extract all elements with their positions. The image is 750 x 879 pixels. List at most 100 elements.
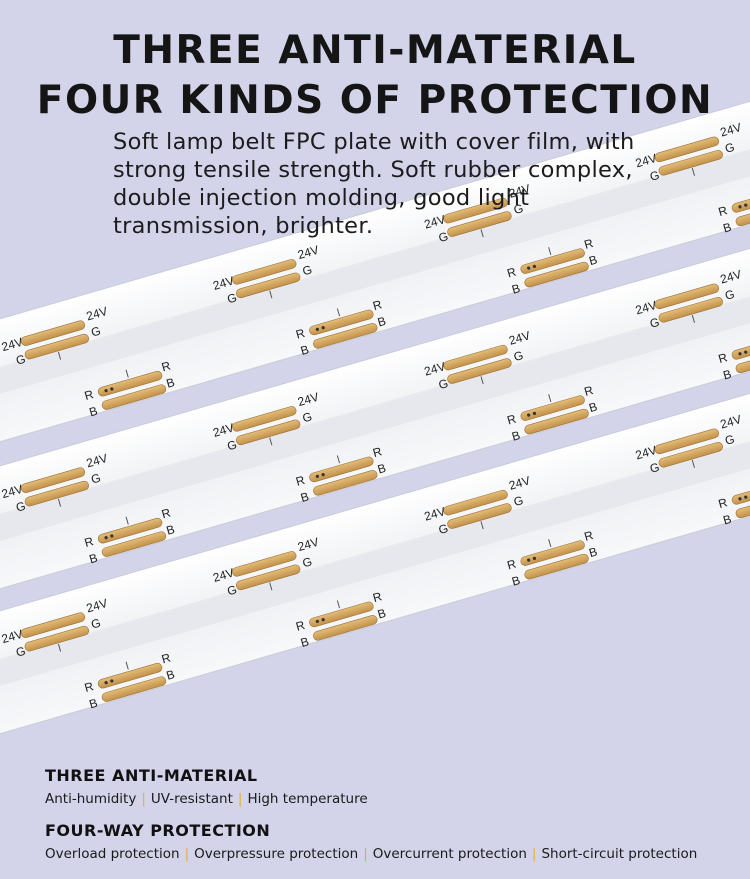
blue-label: B xyxy=(587,545,599,561)
voltage-label: 24V xyxy=(85,451,109,470)
copper-pad xyxy=(735,200,750,227)
separator: | xyxy=(141,791,146,807)
separator: | xyxy=(531,846,537,862)
separator: | xyxy=(363,846,368,862)
anti-material-section: THREE ANTI-MATERIAL Anti-humidity | UV-res… xyxy=(45,766,735,809)
cut-mark xyxy=(480,376,484,385)
blue-label: B xyxy=(721,220,733,236)
copper-pad xyxy=(654,428,720,455)
page-headline: THREE ANTI-MATERIAL FOUR KINDS OF PROTEC… xyxy=(0,26,750,126)
blue-label: B xyxy=(165,667,177,683)
feature-overload: Overload protection xyxy=(45,846,180,862)
solder-dot xyxy=(744,495,748,499)
copper-pad xyxy=(101,676,167,702)
copper-pad xyxy=(524,261,589,288)
red-label: R xyxy=(583,236,596,252)
green-label: G xyxy=(14,352,27,368)
blue-label: B xyxy=(299,489,311,505)
cut-mark xyxy=(480,521,484,530)
solder-dot xyxy=(532,411,537,416)
blue-label: B xyxy=(165,522,177,538)
voltage-label: 24V xyxy=(507,328,531,347)
four-way-protection-title: FOUR-WAY PROTECTION xyxy=(45,821,271,840)
cut-mark xyxy=(691,314,695,323)
copper-pad xyxy=(232,551,297,577)
blue-label: B xyxy=(510,281,522,297)
green-label: G xyxy=(301,409,314,425)
copper-pad xyxy=(524,553,589,580)
copper-pad xyxy=(658,150,723,176)
blue-label: B xyxy=(88,404,100,420)
cut-mark xyxy=(691,459,695,468)
cut-mark xyxy=(336,600,341,609)
voltage-label: 24V xyxy=(719,412,743,431)
copper-pad xyxy=(24,333,90,360)
red-label: R xyxy=(294,326,307,342)
strip-edge xyxy=(0,350,750,625)
blue-label: B xyxy=(510,428,522,444)
copper-pad xyxy=(654,283,720,310)
cut-mark xyxy=(269,437,273,446)
blue-label: B xyxy=(299,342,311,358)
solder-dot xyxy=(315,619,319,623)
green-label: G xyxy=(437,376,450,392)
copper-pad xyxy=(731,479,750,505)
copper-pad xyxy=(735,347,750,374)
blue-label: B xyxy=(299,634,311,650)
voltage-label: 24V xyxy=(507,473,531,492)
red-label: R xyxy=(160,358,173,374)
copper-pad xyxy=(24,625,90,652)
red-label: R xyxy=(160,650,173,666)
copper-pad xyxy=(309,309,374,336)
cut-mark xyxy=(125,369,129,378)
copper-pad xyxy=(658,297,723,323)
cut-mark xyxy=(336,308,341,317)
red-label: R xyxy=(294,618,307,634)
strip-edge xyxy=(0,172,750,447)
cut-mark xyxy=(269,290,273,299)
blue-label: B xyxy=(721,367,733,383)
solder-dot xyxy=(532,556,537,561)
solder-dot xyxy=(527,266,531,270)
voltage-label: 24V xyxy=(423,504,447,523)
voltage-label: 24V xyxy=(0,482,24,501)
red-label: R xyxy=(583,528,596,544)
voltage-label: 24V xyxy=(507,181,531,200)
led-strip: 24V24VGGRRBB24V24VGGRRBB24V24VGGRRBB24V2… xyxy=(0,205,750,594)
copper-pad xyxy=(443,489,508,516)
green-label: G xyxy=(301,554,314,570)
strip-edge xyxy=(0,205,750,480)
copper-pad xyxy=(97,662,163,689)
red-label: R xyxy=(505,557,518,573)
voltage-label: 24V xyxy=(85,596,109,615)
strip-diffuser-band xyxy=(0,250,750,549)
blue-label: B xyxy=(510,573,522,589)
red-label: R xyxy=(717,350,730,366)
separator: | xyxy=(237,791,243,807)
solder-dot xyxy=(532,264,537,269)
red-label: R xyxy=(371,589,384,605)
voltage-label: 24V xyxy=(719,267,743,286)
cut-mark xyxy=(548,539,552,548)
anti-material-list: Anti-humidity | UV-resistant | High temperat… xyxy=(45,789,735,809)
solder-dot xyxy=(738,352,742,356)
voltage-label: 24V xyxy=(211,273,235,292)
separator: | xyxy=(184,846,190,862)
green-label: G xyxy=(226,290,239,306)
blue-label: B xyxy=(587,400,599,416)
red-label: R xyxy=(160,505,173,521)
green-label: G xyxy=(648,168,661,184)
green-label: G xyxy=(14,644,27,660)
solder-dot xyxy=(104,536,108,540)
